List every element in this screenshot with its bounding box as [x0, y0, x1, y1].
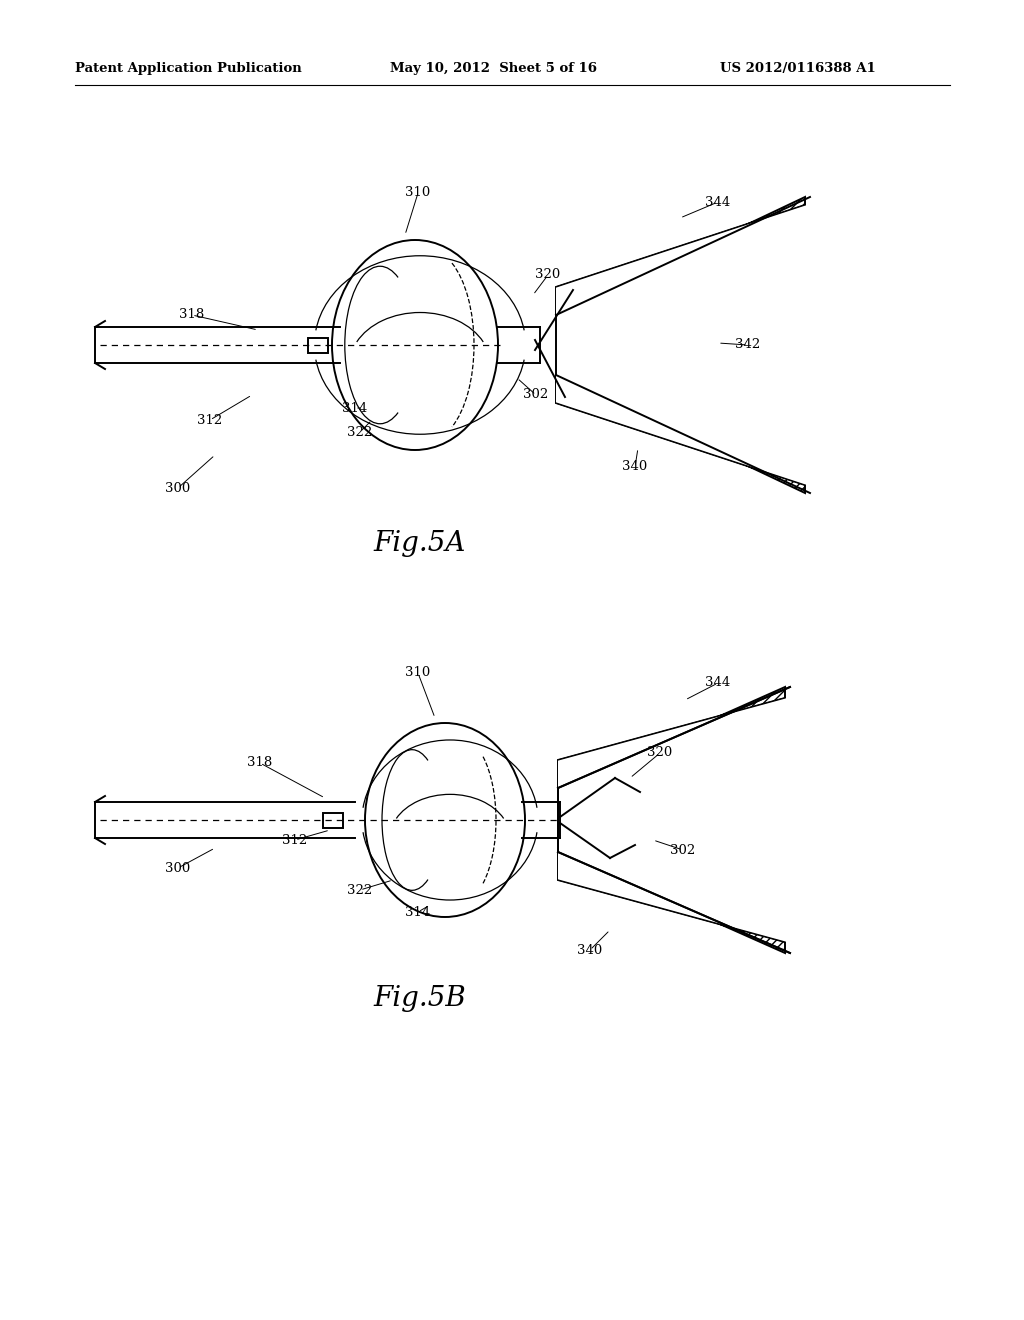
Bar — [308, 338, 328, 352]
Text: 318: 318 — [248, 756, 272, 770]
Polygon shape — [556, 197, 805, 315]
Text: 300: 300 — [165, 482, 190, 495]
Text: 310: 310 — [406, 667, 431, 680]
Text: 322: 322 — [347, 425, 373, 438]
Polygon shape — [558, 686, 785, 788]
Text: 320: 320 — [536, 268, 560, 281]
Text: 318: 318 — [179, 309, 205, 322]
Text: 344: 344 — [706, 195, 731, 209]
Text: 320: 320 — [647, 747, 673, 759]
Text: 344: 344 — [706, 676, 731, 689]
Polygon shape — [558, 698, 800, 942]
Text: 300: 300 — [165, 862, 190, 874]
Text: Fig.5A: Fig.5A — [374, 531, 466, 557]
Polygon shape — [558, 851, 785, 953]
Polygon shape — [556, 205, 822, 484]
Text: 314: 314 — [342, 401, 368, 414]
Polygon shape — [556, 375, 805, 492]
Text: 342: 342 — [735, 338, 761, 351]
Text: 302: 302 — [671, 843, 695, 857]
Text: 312: 312 — [283, 833, 307, 846]
Bar — [323, 813, 343, 828]
Text: May 10, 2012  Sheet 5 of 16: May 10, 2012 Sheet 5 of 16 — [390, 62, 597, 75]
Text: 310: 310 — [406, 186, 431, 199]
Text: 302: 302 — [523, 388, 549, 401]
Text: Fig.5B: Fig.5B — [374, 985, 466, 1012]
Text: US 2012/0116388 A1: US 2012/0116388 A1 — [720, 62, 876, 75]
Text: 322: 322 — [347, 883, 373, 896]
Text: 312: 312 — [198, 413, 222, 426]
Text: 340: 340 — [623, 461, 647, 474]
Text: 340: 340 — [578, 944, 603, 957]
Text: 314: 314 — [406, 906, 431, 919]
Text: Patent Application Publication: Patent Application Publication — [75, 62, 302, 75]
